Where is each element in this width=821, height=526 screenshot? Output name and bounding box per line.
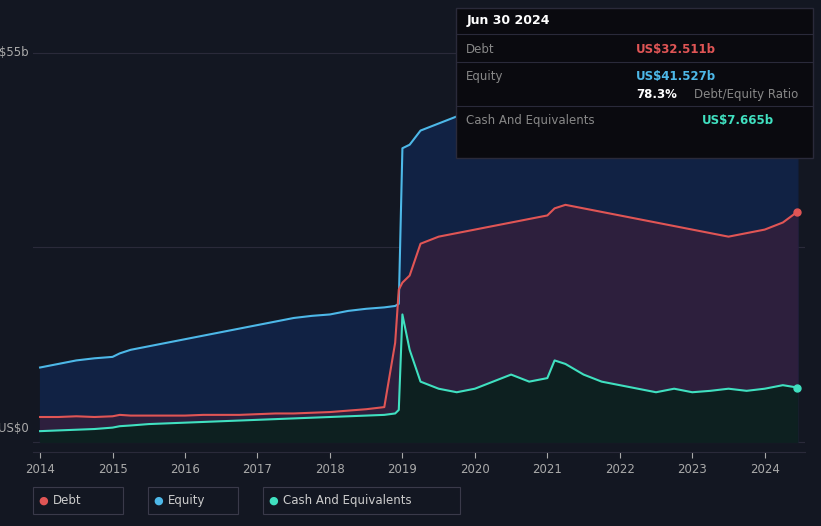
Text: US$7.665b: US$7.665b xyxy=(702,114,774,127)
Text: Cash And Equivalents: Cash And Equivalents xyxy=(466,114,595,127)
Text: US$41.527b: US$41.527b xyxy=(636,70,717,83)
Text: Equity: Equity xyxy=(466,70,504,83)
Text: ●: ● xyxy=(39,495,48,506)
Text: US$55b: US$55b xyxy=(0,46,29,59)
Text: ●: ● xyxy=(154,495,163,506)
Text: Debt: Debt xyxy=(53,494,82,507)
Text: Cash And Equivalents: Cash And Equivalents xyxy=(283,494,412,507)
Text: 78.3%: 78.3% xyxy=(636,88,677,100)
Text: Debt/Equity Ratio: Debt/Equity Ratio xyxy=(694,88,798,100)
Text: US$32.511b: US$32.511b xyxy=(636,44,716,56)
Text: Debt: Debt xyxy=(466,44,495,56)
Text: US$0: US$0 xyxy=(0,422,29,434)
Text: Jun 30 2024: Jun 30 2024 xyxy=(466,14,550,27)
Text: ●: ● xyxy=(268,495,278,506)
Text: Equity: Equity xyxy=(168,494,206,507)
